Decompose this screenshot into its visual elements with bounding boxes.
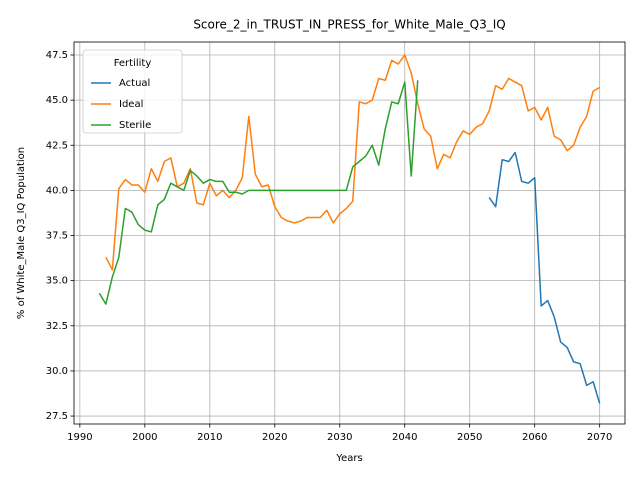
x-tick-label: 2000	[132, 432, 157, 443]
y-tick-label: 27.5	[46, 411, 68, 422]
legend-label: Actual	[119, 78, 150, 89]
legend-label: Sterile	[119, 120, 151, 131]
series-line	[105, 54, 601, 271]
y-tick-label: 35.0	[46, 276, 68, 287]
x-tick-label: 2020	[262, 432, 287, 443]
x-tick-label: 2060	[522, 432, 547, 443]
plot-frame	[73, 41, 626, 425]
x-tick-label: 2040	[392, 432, 417, 443]
y-tick-label: 45.0	[46, 95, 68, 106]
x-tick-label: 2010	[197, 432, 222, 443]
x-tick-label: 2030	[327, 432, 352, 443]
legend-title: Fertility	[114, 58, 152, 69]
y-tick-label: 30.0	[46, 366, 68, 377]
series-line	[488, 151, 601, 404]
plot-lines	[98, 54, 601, 404]
y-tick-label: 47.5	[46, 50, 68, 61]
legend: Fertility Actual Ideal Sterile	[82, 49, 183, 134]
y-tick-label: 37.5	[46, 231, 68, 242]
x-axis-label: Years	[335, 453, 362, 464]
series-line	[98, 80, 419, 305]
y-tick-label: 42.5	[46, 140, 68, 151]
y-tick-label: 32.5	[46, 321, 68, 332]
y-axis-label: % of White_Male Q3_IQ Population	[16, 147, 27, 319]
chart-title: Score_2_in_TRUST_IN_PRESS_for_White_Male…	[193, 18, 505, 32]
legend-box	[82, 49, 183, 134]
x-tick-label: 2070	[587, 432, 612, 443]
legend-label: Ideal	[119, 99, 143, 110]
y-tick-label: 40.0	[46, 185, 68, 196]
x-tick-label: 1990	[67, 432, 92, 443]
grid: 1990 2000 2010 2020 2030 2040 2050 2060 2070 27.5…	[46, 42, 625, 443]
x-tick-label: 2050	[457, 432, 482, 443]
